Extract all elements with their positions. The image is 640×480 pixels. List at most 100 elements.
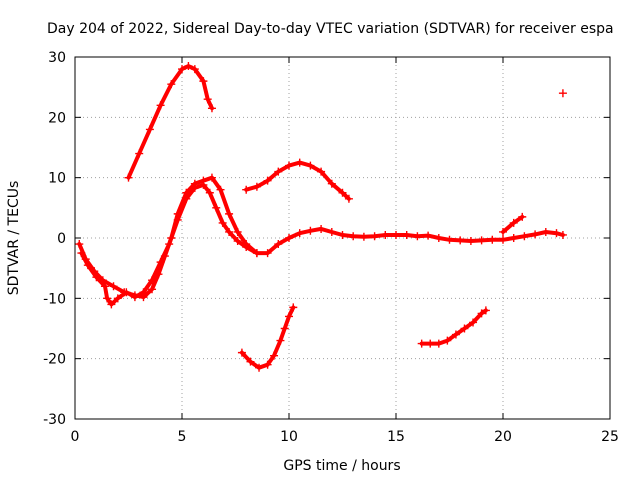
data-point (156, 258, 165, 267)
series-line (419, 308, 488, 346)
data-point (499, 227, 507, 236)
data-point (233, 227, 242, 236)
data-point (122, 288, 131, 297)
data-point (135, 149, 144, 158)
data-point (246, 357, 255, 366)
data-point (509, 218, 518, 227)
x-tick-label: 15 (387, 429, 405, 445)
series-line (126, 64, 214, 180)
data-point (218, 218, 227, 227)
data-point (148, 276, 157, 285)
y-tick-label: 30 (48, 50, 66, 66)
data-point (552, 229, 561, 238)
data-point (370, 232, 379, 241)
data-point (531, 230, 540, 239)
x-axis-label: GPS time / hours (283, 458, 400, 474)
data-point (207, 173, 216, 182)
data-point (434, 339, 443, 348)
y-tick-label: -20 (43, 352, 66, 368)
data-point (274, 167, 283, 176)
data-point (270, 351, 279, 360)
data-point (338, 230, 347, 239)
data-point (92, 273, 101, 282)
data-point (237, 348, 246, 357)
data-point (317, 167, 326, 176)
data-point (156, 101, 165, 110)
series-track-c (499, 212, 527, 236)
data-point (417, 339, 426, 348)
data-point (285, 312, 293, 321)
data-point (295, 229, 304, 238)
data-point (509, 234, 518, 242)
data-point (469, 318, 478, 327)
data-point (212, 203, 221, 212)
y-tick-label: 10 (48, 171, 66, 187)
data-point (445, 235, 454, 244)
data-point (75, 240, 84, 249)
series-track-g (417, 306, 490, 348)
data-point (481, 306, 490, 315)
data-point (295, 158, 304, 167)
data-point (424, 231, 433, 240)
data-point (263, 176, 272, 185)
data-point (338, 188, 347, 197)
data-point (402, 230, 411, 239)
data-point (276, 336, 285, 345)
data-point (477, 236, 486, 245)
data-point (216, 185, 225, 194)
data-point (199, 180, 208, 189)
data-point (285, 161, 293, 170)
data-point (178, 65, 186, 74)
y-tick-label: 20 (48, 110, 66, 126)
data-point (233, 237, 242, 246)
data-point (242, 243, 251, 252)
data-point (167, 80, 176, 89)
series-track-d (124, 62, 216, 182)
data-point (184, 62, 193, 71)
data-point (413, 232, 422, 241)
data-point (451, 330, 460, 339)
data-point (263, 360, 272, 369)
data-point (225, 227, 234, 236)
data-point (100, 282, 109, 291)
data-point (113, 294, 122, 303)
data-point (306, 226, 315, 235)
data-point (443, 336, 452, 345)
data-point (190, 65, 199, 74)
x-tick-label: 20 (494, 429, 512, 445)
data-point (263, 249, 272, 258)
data-point (145, 125, 154, 134)
data-point (381, 230, 390, 239)
data-point (109, 282, 118, 291)
y-tick-label: 0 (57, 231, 66, 247)
data-point (306, 161, 315, 170)
data-point (203, 95, 212, 104)
data-point (456, 236, 465, 245)
data-point (242, 185, 251, 194)
data-point (165, 240, 174, 249)
data-point (520, 232, 529, 241)
data-point (344, 194, 353, 203)
data-point (274, 240, 283, 249)
data-point (77, 249, 86, 258)
data-point (252, 182, 261, 191)
data-point (225, 209, 234, 218)
data-point (518, 212, 527, 221)
data-point (392, 230, 400, 239)
x-tick-label: 5 (178, 429, 187, 445)
data-point (107, 300, 116, 309)
data-point (285, 234, 293, 242)
data-point (541, 227, 550, 236)
y-tick-label: -30 (43, 412, 66, 428)
y-tick-label: -10 (43, 291, 66, 307)
y-axis-label: SDTVAR / TECUs (6, 181, 22, 296)
x-tick-label: 0 (71, 429, 80, 445)
data-point (103, 294, 112, 303)
series-track-b (77, 180, 261, 309)
series-outlier (558, 89, 567, 98)
data-point (499, 235, 507, 244)
data-point (173, 215, 182, 224)
data-point (327, 179, 336, 188)
series-track-a (75, 173, 567, 302)
